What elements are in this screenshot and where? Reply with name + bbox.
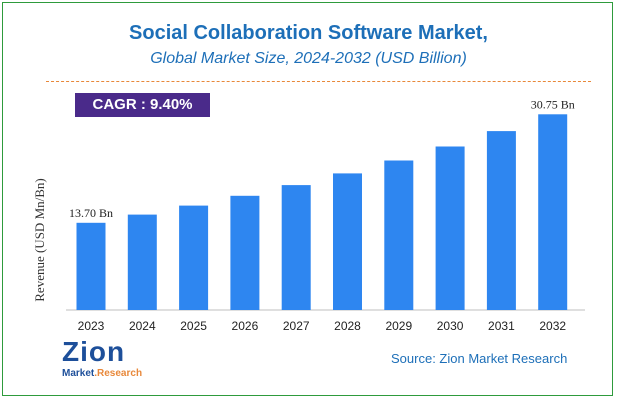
zion-logo: Zion Market.Research xyxy=(62,336,162,386)
x-tick-label-2030: 2030 xyxy=(437,319,464,333)
logo-sub-market: Market xyxy=(62,368,95,379)
bar-2025 xyxy=(179,205,209,310)
bar-2028 xyxy=(333,173,362,310)
bar-2029 xyxy=(384,160,414,310)
title-divider xyxy=(46,81,591,82)
logo-subtext: Market.Research xyxy=(62,368,142,379)
bar-2032 xyxy=(538,114,568,310)
x-tick-label-2028: 2028 xyxy=(334,319,361,333)
logo-wordmark: Zion xyxy=(62,336,126,367)
bar-2030 xyxy=(435,146,465,310)
data-label-2032: 30.75 Bn xyxy=(531,97,575,111)
x-tick-label-2023: 2023 xyxy=(78,319,105,333)
bar-2023 xyxy=(76,222,106,310)
x-tick-label-2027: 2027 xyxy=(283,319,310,333)
bar-2027 xyxy=(281,185,311,310)
x-tick-label-2029: 2029 xyxy=(385,319,412,333)
chart-title: Social Collaboration Software Market, xyxy=(129,22,488,44)
x-tick-label-2025: 2025 xyxy=(180,319,207,333)
data-label-2023: 13.70 Bn xyxy=(69,206,113,220)
logo-sub-research: .Research xyxy=(94,368,143,379)
x-tick-label-2024: 2024 xyxy=(129,319,156,333)
source-note: Source: Zion Market Research xyxy=(391,351,568,366)
x-tick-label-2031: 2031 xyxy=(488,319,515,333)
bar-2026 xyxy=(230,195,260,310)
bar-2024 xyxy=(127,214,157,310)
bar-2031 xyxy=(486,131,516,310)
x-tick-label-2032: 2032 xyxy=(539,319,566,333)
chart-subtitle: Global Market Size, 2024-2032 (USD Billi… xyxy=(150,50,467,67)
cagr-badge: CAGR : 9.40% xyxy=(75,93,210,117)
x-tick-label-2026: 2026 xyxy=(232,319,259,333)
